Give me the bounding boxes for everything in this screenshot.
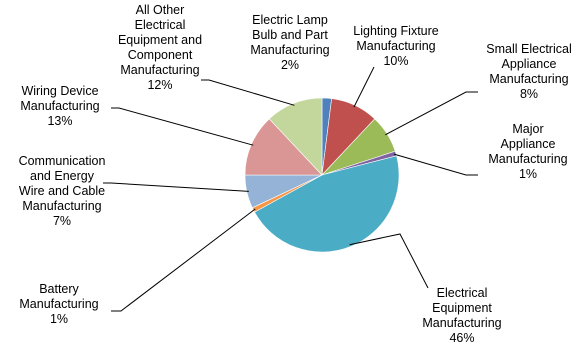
pie-slice	[254, 155, 400, 253]
leader-line	[111, 107, 254, 146]
leader-line	[349, 233, 429, 289]
slice-name-label: Equipment and	[118, 33, 202, 47]
slice-percent-label: 13%	[47, 114, 72, 128]
slice-percent-label: 1%	[50, 312, 68, 326]
slice-name-label: Electrical	[437, 286, 488, 300]
slice-label: Small Electrical Appliance Manufacturing 8%	[486, 42, 571, 101]
slice-label: Communication and Energy Wire and Cable Man…	[19, 154, 106, 228]
slice-name-label: Lighting Fixture	[353, 24, 439, 38]
slice-name-label: Manufacturing	[250, 43, 329, 57]
slice-name-label: Small Electrical	[486, 42, 571, 56]
slice-percent-label: 1%	[519, 167, 537, 181]
leader-line	[111, 208, 256, 312]
slice-percent-label: 12%	[147, 78, 172, 92]
slice-percent-label: 8%	[520, 87, 538, 101]
slice-name-label: Manufacturing	[422, 316, 501, 330]
slice-label: Lighting Fixture Manufacturing 10%	[353, 24, 439, 68]
slice-percent-label: 10%	[383, 54, 408, 68]
slice-label: Electric Lamp Bulb and Part Manufacturing 2…	[250, 13, 329, 72]
slice-name-label: Appliance	[501, 137, 556, 151]
slice-label: Electrical Equipment Manufacturing 46%	[422, 286, 501, 345]
slice-name-label: Component	[128, 48, 193, 62]
slice-name-label: Appliance	[502, 57, 557, 71]
leader-line	[103, 182, 249, 192]
leader-line	[353, 66, 375, 108]
slice-label: Wiring Device Manufacturing 13%	[20, 84, 99, 128]
slice-name-label: Bulb and Part	[252, 28, 328, 42]
slice-name-label: Wire and Cable	[19, 184, 105, 198]
slice-name-label: Major	[512, 122, 543, 136]
slice-percent-label: 7%	[53, 214, 71, 228]
slice-name-label: Manufacturing	[20, 99, 99, 113]
slice-name-label: All Other	[136, 3, 185, 17]
slice-name-label: Manufacturing	[19, 297, 98, 311]
slice-percent-label: 2%	[281, 58, 299, 72]
slice-name-label: Equipment	[432, 301, 492, 315]
pie-slice	[268, 97, 323, 176]
slice-label: Major Appliance Manufacturing 1%	[488, 122, 567, 181]
slice-name-label: Manufacturing	[356, 39, 435, 53]
slice-name-label: Manufacturing	[22, 199, 101, 213]
slice-name-label: Manufacturing	[488, 152, 567, 166]
slice-label: All Other Electrical Equipment and Componen…	[118, 3, 202, 92]
slice-name-label: Battery	[39, 282, 79, 296]
leader-line	[393, 153, 478, 176]
slice-name-label: and Energy	[30, 169, 95, 183]
slice-name-label: Electric Lamp	[252, 13, 328, 27]
leader-lines	[103, 66, 478, 312]
leader-line	[201, 79, 295, 106]
slice-name-label: Manufacturing	[489, 72, 568, 86]
slice-name-label: Electrical	[135, 18, 186, 32]
pie-slices	[244, 97, 400, 253]
slice-labels: Electric Lamp Bulb and Part Manufacturing 2…	[19, 3, 572, 345]
slice-percent-label: 46%	[449, 331, 474, 345]
leader-line	[385, 91, 478, 136]
slice-name-label: Manufacturing	[120, 63, 199, 77]
slice-name-label: Communication	[19, 154, 106, 168]
slice-name-label: Wiring Device	[21, 84, 98, 98]
slice-label: Battery Manufacturing 1%	[19, 282, 98, 326]
